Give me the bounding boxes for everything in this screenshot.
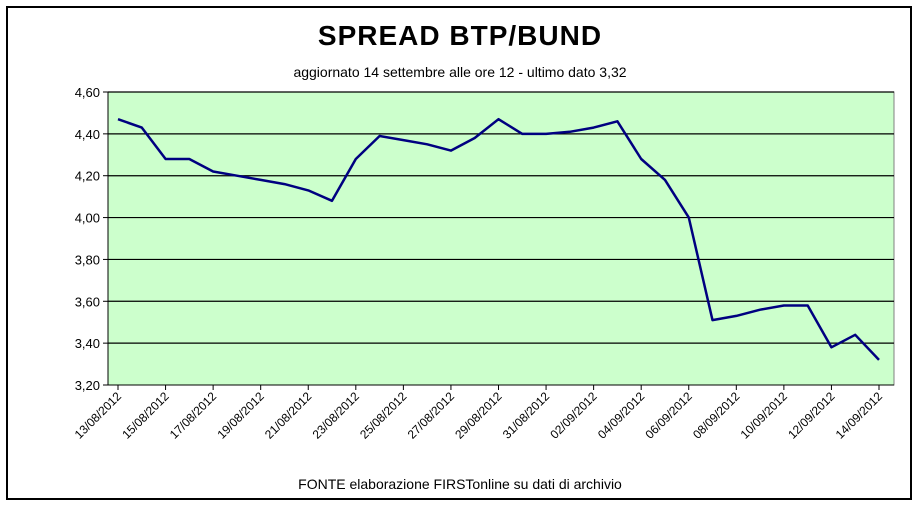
y-tick-label: 3,20 <box>75 378 100 393</box>
x-tick-label: 31/08/2012 <box>500 389 553 442</box>
x-tick-label: 29/08/2012 <box>452 389 505 442</box>
x-tick-label: 27/08/2012 <box>405 389 458 442</box>
y-tick-label: 3,40 <box>75 336 100 351</box>
y-tick-label: 4,40 <box>75 127 100 142</box>
y-tick-label: 3,80 <box>75 252 100 267</box>
chart-subtitle: aggiornato 14 settembre alle ore 12 - ul… <box>293 64 627 80</box>
x-tick-label: 13/08/2012 <box>72 389 125 442</box>
plot-area <box>107 91 895 386</box>
x-tick-label: 21/08/2012 <box>262 389 315 442</box>
x-tick-label: 17/08/2012 <box>167 389 220 442</box>
chart-source: FONTE elaborazione FIRSTonline su dati d… <box>298 476 622 492</box>
x-tick-label: 25/08/2012 <box>357 389 410 442</box>
x-tick-label: 14/09/2012 <box>833 389 886 442</box>
y-tick-label: 4,60 <box>75 85 100 100</box>
x-tick-label: 08/09/2012 <box>690 389 743 442</box>
x-tick-label: 12/09/2012 <box>785 389 838 442</box>
x-tick-label: 19/08/2012 <box>214 389 267 442</box>
x-tick-label: 10/09/2012 <box>738 389 791 442</box>
x-tick-label: 15/08/2012 <box>119 389 172 442</box>
y-tick-label: 4,00 <box>75 211 100 226</box>
x-tick-label: 06/09/2012 <box>643 389 696 442</box>
y-tick-label: 3,60 <box>75 294 100 309</box>
series-line <box>117 117 880 361</box>
chart-title: SPREAD BTP/BUND <box>317 20 603 51</box>
x-tick-label: 02/09/2012 <box>547 389 600 442</box>
x-tick-label: 23/08/2012 <box>310 389 363 442</box>
y-tick-label: 4,20 <box>75 169 100 184</box>
x-tick-label: 04/09/2012 <box>595 389 648 442</box>
